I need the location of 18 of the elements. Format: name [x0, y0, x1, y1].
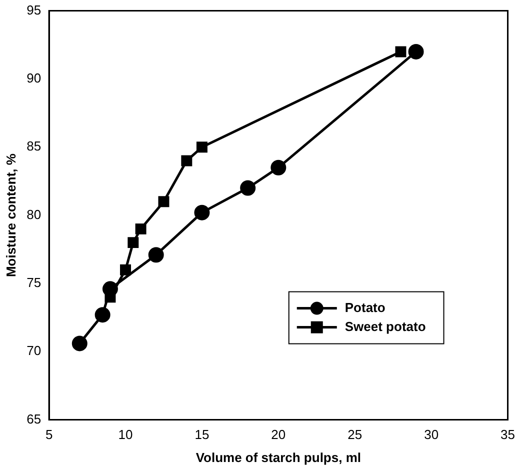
- y-tick-label: 70: [26, 343, 42, 358]
- x-tick-label: 35: [500, 427, 516, 442]
- y-axis-title: Moisture content, %: [3, 153, 18, 278]
- y-tick-label: 75: [26, 275, 42, 290]
- y-tick-label: 95: [26, 2, 42, 18]
- x-tick-label: 5: [45, 427, 53, 442]
- legend-label: Sweet potato: [344, 318, 426, 334]
- legend-label: Potato: [344, 300, 386, 315]
- x-tick-label: 25: [348, 427, 362, 442]
- y-tick-label: 85: [26, 138, 42, 154]
- x-tick-label: 15: [194, 427, 210, 442]
- y-tick-label: 90: [26, 70, 42, 86]
- x-tick-label: 20: [271, 427, 286, 442]
- y-tick-label: 65: [26, 411, 42, 426]
- y-tick-label: 80: [26, 206, 42, 222]
- x-tick-label: 30: [424, 427, 439, 442]
- x-axis-title: Volume of starch pulps, ml: [196, 450, 362, 465]
- x-tick-label: 10: [118, 427, 133, 442]
